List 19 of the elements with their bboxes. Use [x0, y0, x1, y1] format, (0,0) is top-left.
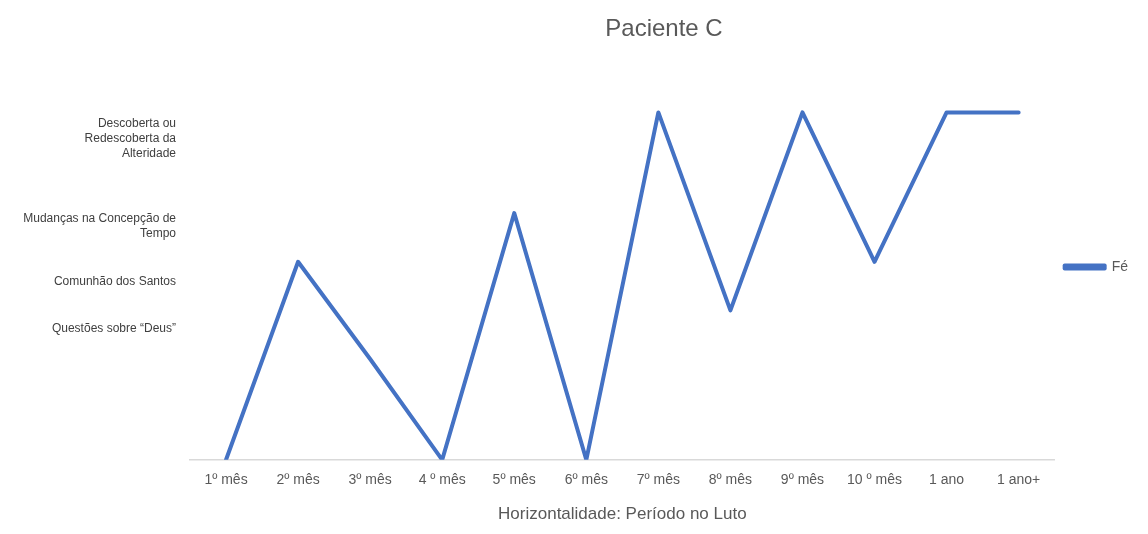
text: Comunhão dos Santos [53, 273, 176, 288]
x-tick-label: 1 ano+ [997, 471, 1041, 488]
x-tick-label: 9º mês [780, 471, 825, 488]
x-axis-title: Horizontalidade: Período no Luto [498, 504, 747, 524]
x-tick-label: 1º mês [204, 471, 248, 488]
x-tick-label: 2º mês [276, 471, 320, 488]
text: Mudanças na Concepção de Tempo [23, 210, 177, 240]
x-tick-label: 1 ano [929, 471, 965, 488]
x-tick-label: 7º mês [636, 471, 680, 488]
x-tick-label: 6º mês [564, 471, 608, 488]
legend-label: Fé [1111, 257, 1129, 274]
text: Descoberta ou Redescoberta da Alteridade [84, 116, 177, 161]
x-tick-label: 8º mês [708, 471, 753, 488]
x-tick-label: 10 º mês [847, 471, 902, 488]
x-tick-label: 5º mês [492, 471, 536, 488]
chart-title: Paciente C [605, 14, 723, 42]
x-tick-label: 3º mês [348, 471, 392, 488]
x-tick-label: 4 º mês [418, 471, 466, 488]
text: Questões sobre “Deus” [51, 321, 176, 336]
